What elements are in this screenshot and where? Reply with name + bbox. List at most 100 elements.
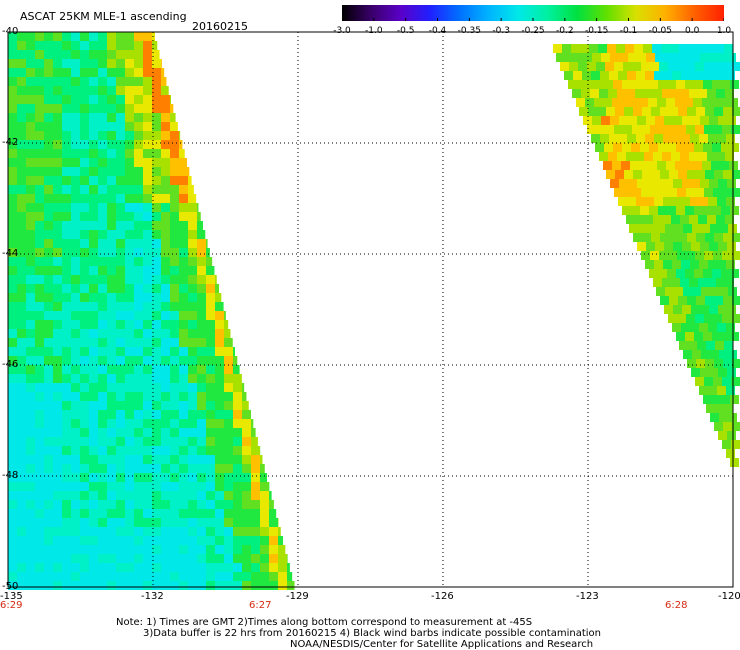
wind-cell: [80, 257, 89, 266]
wind-cell: [242, 545, 251, 554]
wind-cell: [44, 104, 53, 113]
wind-cell: [701, 224, 710, 233]
wind-cell: [206, 545, 215, 554]
wind-cell: [713, 314, 722, 323]
wind-cell: [260, 491, 269, 500]
wind-cell: [659, 62, 668, 71]
wind-cell: [134, 356, 143, 365]
wind-cell: [71, 59, 80, 68]
wind-cell: [609, 71, 618, 80]
wind-cell: [26, 293, 35, 302]
wind-cell: [17, 491, 26, 500]
wind-cell: [721, 395, 730, 404]
wind-cell: [107, 392, 116, 401]
wind-cell: [695, 62, 704, 71]
wind-cell: [179, 401, 188, 410]
wind-cell: [161, 365, 170, 374]
wind-cell: [80, 464, 89, 473]
wind-cell: [35, 329, 44, 338]
wind-cell: [143, 68, 152, 77]
wind-cell: [693, 98, 702, 107]
wind-cell: [233, 437, 242, 446]
wind-cell: [682, 179, 691, 188]
wind-cell: [630, 161, 639, 170]
wind-cell: [44, 131, 53, 140]
wind-cell: [170, 572, 179, 581]
wind-cell: [206, 257, 213, 266]
wind-cell: [161, 266, 170, 275]
wind-cell: [152, 266, 161, 275]
wind-cell: [152, 383, 161, 392]
wind-cell: [89, 374, 98, 383]
wind-cell: [107, 131, 116, 140]
wind-cell: [8, 185, 17, 194]
wind-cell: [188, 347, 197, 356]
wind-cell: [89, 257, 98, 266]
wind-cell: [591, 134, 600, 143]
wind-cell: [134, 68, 143, 77]
wind-cell: [667, 143, 676, 152]
wind-cell: [26, 275, 35, 284]
wind-cell: [89, 482, 98, 491]
wind-cell: [26, 365, 35, 374]
wind-cell: [98, 77, 107, 86]
wind-cell: [89, 293, 98, 302]
wind-cell: [62, 338, 71, 347]
wind-cell: [660, 296, 669, 305]
latitude-label: -42: [2, 137, 19, 148]
wind-cell: [26, 149, 35, 158]
wind-cell: [600, 71, 609, 80]
wind-cell: [107, 401, 116, 410]
wind-cell: [730, 332, 739, 341]
wind-cell: [709, 179, 718, 188]
wind-cell: [179, 248, 188, 257]
wind-cell: [44, 50, 53, 59]
wind-cell: [667, 80, 676, 89]
wind-cell: [116, 464, 125, 473]
wind-cell: [17, 248, 26, 257]
wind-cell: [71, 311, 80, 320]
wind-cell: [17, 383, 26, 392]
wind-cell: [26, 491, 35, 500]
wind-cell: [116, 284, 125, 293]
wind-cell: [706, 404, 715, 413]
wind-cell: [98, 59, 107, 68]
wind-cell: [134, 158, 143, 167]
wind-cell: [646, 116, 655, 125]
wind-cell: [152, 572, 161, 581]
colorbar-label: -1.0: [365, 26, 383, 36]
wind-cell: [725, 215, 734, 224]
wind-cell: [44, 140, 53, 149]
wind-cell: [89, 518, 98, 527]
wind-cell: [251, 419, 254, 428]
wind-cell: [143, 185, 152, 194]
wind-cell: [188, 284, 197, 293]
wind-cell: [669, 170, 678, 179]
wind-cell: [170, 311, 179, 320]
wind-cell: [8, 518, 17, 527]
wind-cell: [143, 437, 152, 446]
wind-cell: [98, 131, 107, 140]
wind-cell: [98, 563, 107, 572]
wind-cell: [224, 383, 233, 392]
wind-cell: [694, 143, 703, 152]
wind-cell: [677, 188, 686, 197]
wind-cell: [62, 329, 71, 338]
wind-cell: [44, 437, 53, 446]
wind-cell: [170, 320, 179, 329]
wind-cell: [179, 482, 188, 491]
wind-cell: [116, 77, 125, 86]
wind-cell: [676, 143, 685, 152]
wind-cell: [62, 203, 71, 212]
wind-cell: [188, 383, 197, 392]
wind-cell: [116, 365, 125, 374]
wind-cell: [170, 302, 179, 311]
wind-cell: [601, 116, 610, 125]
wind-cell: [98, 572, 107, 581]
wind-cell: [242, 419, 251, 428]
wind-cell: [197, 347, 206, 356]
wind-cell: [116, 50, 125, 59]
wind-cell: [98, 176, 107, 185]
wind-cell: [179, 500, 188, 509]
wind-cell: [98, 302, 107, 311]
